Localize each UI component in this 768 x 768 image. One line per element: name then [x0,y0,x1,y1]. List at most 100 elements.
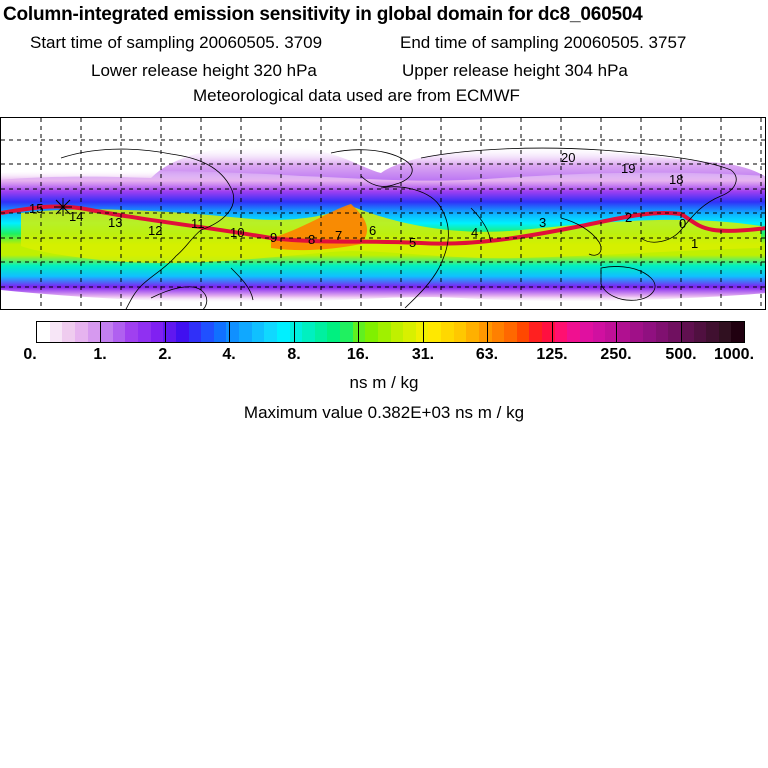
trajectory-label: 10 [230,225,244,240]
colorbar-segment [390,322,404,342]
colorbar-segment [579,322,593,342]
trajectory-label: 19 [621,161,635,176]
colorbar-segment [138,322,151,342]
colorbar-tick [229,321,230,343]
colorbar-segment [302,322,315,342]
colorbar-segment [529,322,542,342]
colorbar-segment [567,322,580,342]
colorbar-segment [251,322,265,342]
colorbar-tick [487,321,488,343]
units-label: ns m / kg [349,373,419,392]
colorbar-segment [706,322,719,342]
colorbar-segment [441,322,454,342]
colorbar-tick [681,321,682,343]
colorbar-segment [276,322,290,342]
colorbar-segment [175,322,189,342]
colorbar-segment [731,322,744,342]
colorbar-segment [415,322,429,342]
colorbar-segment [201,322,214,342]
colorbar-tick-label: 8. [287,346,301,363]
colorbar-tick [294,321,295,343]
colorbar-segment [592,322,606,342]
colorbar-segment [428,322,441,342]
coastlines [60,147,737,309]
colorbar-segment [163,322,176,342]
colorbar-tick-label: 16. [346,346,370,363]
trajectory-label: 14 [69,209,83,224]
trajectory-label: 11 [191,216,205,231]
colorbar-segment [264,322,277,342]
colorbar-segment [74,322,88,342]
trajectory-label: 2 [625,210,632,225]
colorbar-segment [466,322,479,342]
colorbar-tick-label: 2. [158,346,172,363]
colorbar-segment [125,322,138,342]
colorbar-tick-label: 1. [93,346,107,363]
colorbar-tick [358,321,359,343]
colorbar-tick-label: 1000. [713,346,755,363]
colorbar-tick [552,321,553,343]
trajectory-label: 0 [679,216,686,231]
colorbar-segment [617,322,631,342]
sensitivity-field-core [21,206,761,263]
colorbar-segment [542,322,555,342]
map-canvas: 15 14 13 12 11 10 9 8 7 6 5 4 3 2 1 0 19… [1,118,765,309]
colorbar-segment [62,322,75,342]
colorbar-segment [150,322,164,342]
colorbar-tick-label: 63. [475,346,499,363]
colorbar-tick [100,321,101,343]
colorbar-segment [100,322,113,342]
colorbar-tick-label: 31. [411,346,435,363]
colorbar-segment [112,322,126,342]
trajectory-label: 8 [308,232,315,247]
colorbar-segment [213,322,227,342]
colorbar-segment [453,322,467,342]
start-time-text: Start time of sampling 20060505. 3709 [30,33,323,52]
trajectory-label: 1 [691,236,698,251]
trajectory-label: 13 [108,215,122,230]
colorbar-tick-label: 125. [536,346,568,363]
colorbar-segment [49,322,63,342]
trajectory-label: 6 [369,223,376,238]
trajectory-label: 5 [409,235,416,250]
colorbar-segment [239,322,252,342]
colorbar-segment [516,322,530,342]
colorbar-segment [188,322,202,342]
colorbar-tick-label: 500. [665,346,697,363]
release-marker [54,198,72,216]
met-data-text: Meteorological data used are from ECMWF [193,86,520,105]
lower-release-text: Lower release height 320 hPa [91,61,317,80]
plot-title: Column-integrated emission sensitivity i… [3,4,643,25]
colorbar [36,321,745,343]
colorbar-segment [680,322,694,342]
trajectory-label: 4 [471,225,478,240]
colorbar-segment [365,322,378,342]
trajectory-label: 3 [539,215,546,230]
colorbar-segment [491,322,505,342]
colorbar-segment [87,322,101,342]
trajectory-label: 18 [669,172,683,187]
colorbar-tick-label: 250. [600,346,632,363]
colorbar-tick-label: 4. [222,346,236,363]
trajectory-label: 15 [29,201,43,216]
colorbar-segment [693,322,707,342]
max-value-text: Maximum value 0.382E+03 ns m / kg [243,403,525,422]
colorbar-segment [403,322,416,342]
colorbar-segment [718,322,732,342]
colorbar-tick [165,321,166,343]
upper-release-text: Upper release height 304 hPa [402,61,628,80]
end-time-text: End time of sampling 20060505. 3757 [400,33,687,52]
colorbar-segment [554,322,568,342]
colorbar-segment [630,322,643,342]
colorbar-segment [327,322,340,342]
colorbar-segment [643,322,656,342]
colorbar-segment [478,322,492,342]
trajectory-label: 20 [561,150,575,165]
colorbar-segment [655,322,669,342]
colorbar-segment [340,322,353,342]
colorbar-tick [616,321,617,343]
colorbar-segment [668,322,681,342]
colorbar-segment [605,322,618,342]
trajectory-label: 9 [270,230,277,245]
colorbar-segment [289,322,303,342]
